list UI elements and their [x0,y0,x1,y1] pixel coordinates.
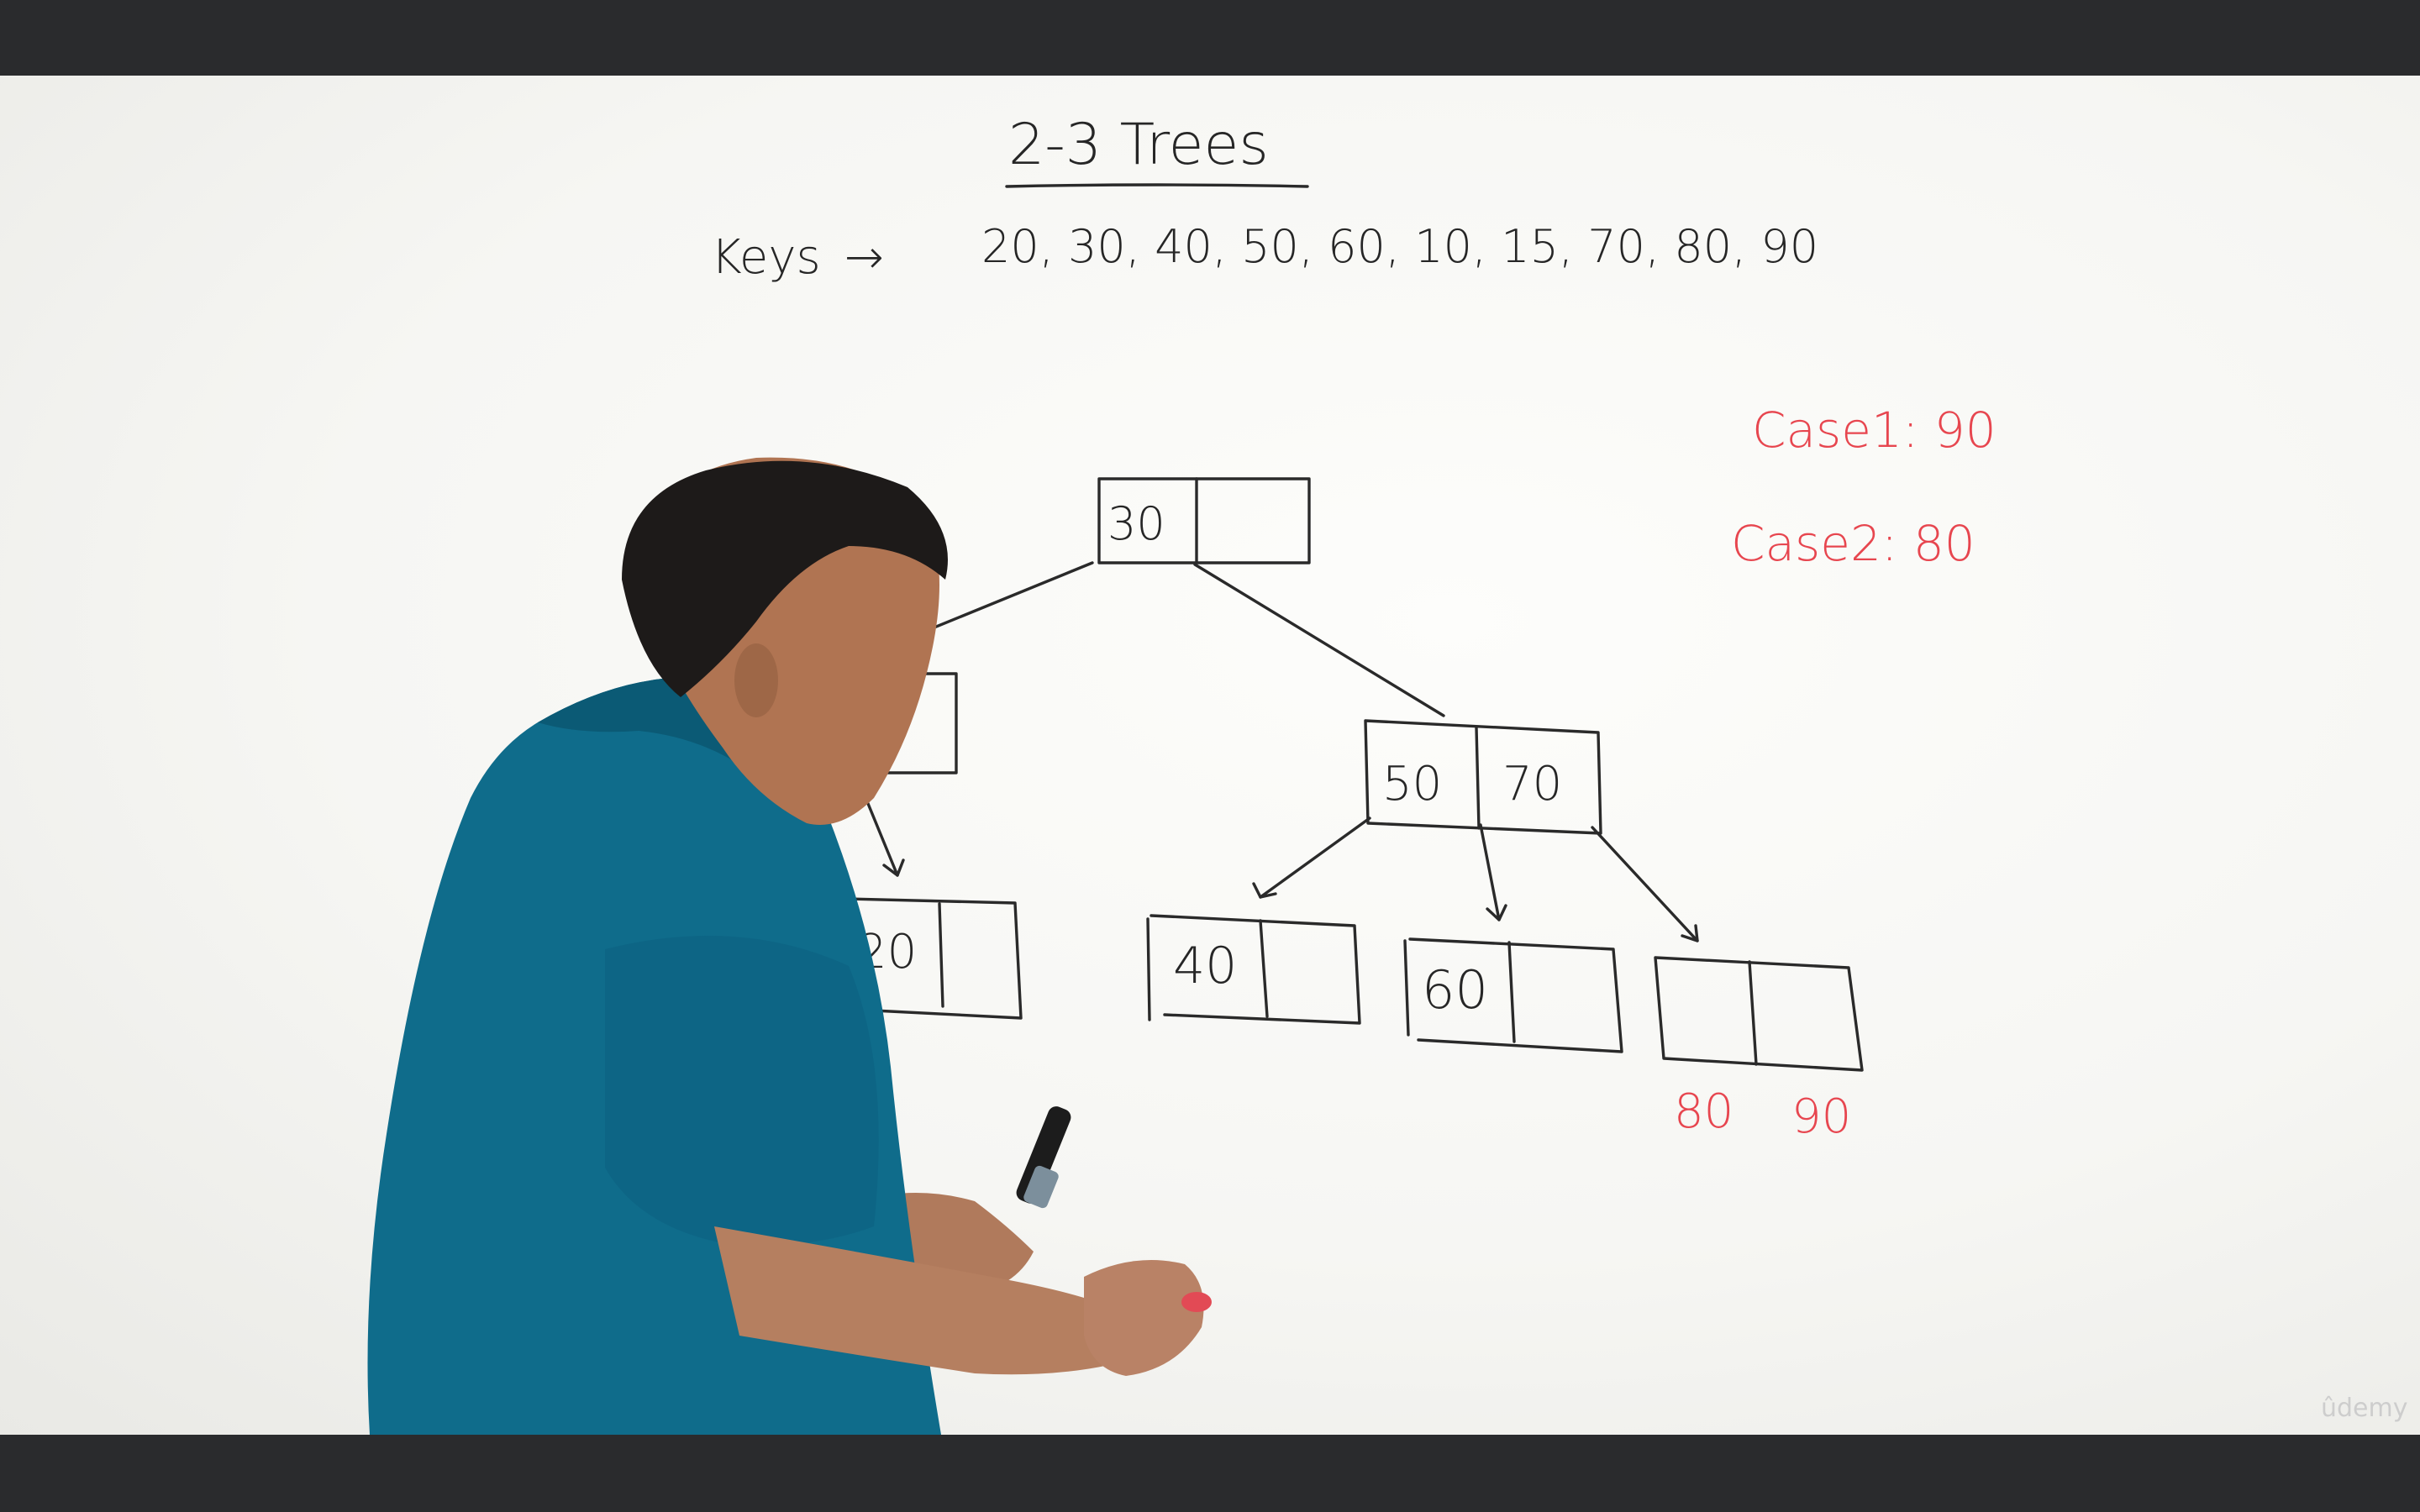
root-key-1: 30 [1107,497,1165,550]
keys-arrow: → [844,230,884,285]
keys-label: Keys [711,230,821,285]
letterbox-top [0,0,2420,76]
below-leaf-key-90: 90 [1791,1089,1851,1144]
right-child-key-2: 70 [1502,757,1562,811]
tree-edges [854,561,1699,942]
title-underline [1005,183,1309,188]
leaf-3-key-1: 60 [1422,959,1488,1021]
tree-root-node: 30 [1097,477,1311,564]
whiteboard-scene: 2-3 Trees Keys → 20, 30, 40, 50, 60, 10,… [367,112,2408,1435]
presenter-figure [367,457,1212,1435]
tree-leaf-3: 60 [1403,937,1623,1053]
case2-label: Case2: 80 [1731,515,1975,572]
tree-leaf-2: 40 [1146,914,1361,1025]
right-child-key-1: 50 [1382,757,1442,811]
marker-pen [1016,1106,1071,1209]
tree-right-child-node: 50 70 [1364,719,1602,835]
video-frame[interactable]: 2-3 Trees Keys → 20, 30, 40, 50, 60, 10,… [0,76,2420,1435]
case1-label: Case1: 90 [1752,402,1996,459]
board-title: 2-3 Trees [1008,112,1269,178]
below-leaf-key-80: 80 [1674,1084,1733,1139]
udemy-watermark: ûdemy [2321,1394,2408,1423]
tree-leaf-4 [1654,956,1864,1072]
leaf-2-key-1: 40 [1173,937,1237,995]
letterbox-bottom [0,1435,2420,1512]
keys-list: 20, 30, 40, 50, 60, 10, 15, 70, 80, 90 [981,220,1818,273]
